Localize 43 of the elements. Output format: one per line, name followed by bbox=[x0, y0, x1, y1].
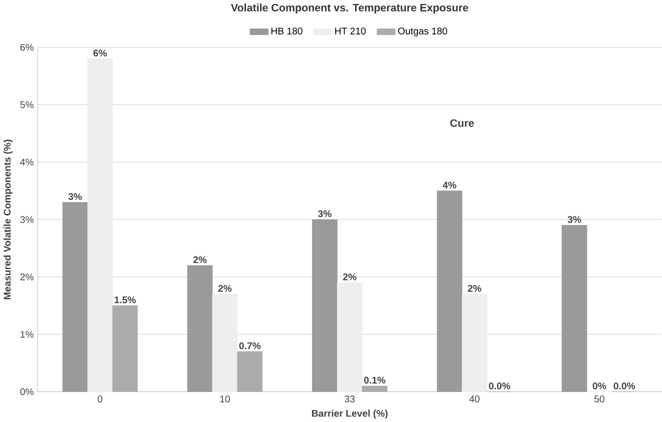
data-label: 2% bbox=[468, 284, 482, 292]
data-label: 0% bbox=[592, 382, 606, 390]
x-tick-label: 50 bbox=[594, 395, 604, 402]
data-label: 0.0% bbox=[614, 382, 636, 390]
x-tick-label: 40 bbox=[469, 395, 480, 402]
y-tick-label: 1% bbox=[20, 330, 34, 338]
legend-label: HT 210 bbox=[335, 27, 366, 34]
chart-title: Volatile Component vs. Temperature Exposure bbox=[230, 3, 468, 14]
y-tick-label: 5% bbox=[20, 101, 34, 108]
bar bbox=[436, 190, 462, 392]
data-label: 0.7% bbox=[239, 342, 261, 350]
bar bbox=[187, 265, 213, 392]
bar bbox=[62, 202, 88, 392]
y-tick-label: 4% bbox=[20, 158, 34, 166]
data-label: 3% bbox=[68, 192, 82, 200]
bar bbox=[87, 58, 113, 392]
data-label: 3% bbox=[318, 210, 332, 218]
data-label: 2% bbox=[343, 273, 356, 280]
data-label: 4% bbox=[442, 182, 456, 188]
data-label: 2% bbox=[218, 284, 232, 292]
bar bbox=[562, 224, 588, 392]
y-tick-label: 2% bbox=[20, 273, 34, 280]
bar bbox=[312, 219, 338, 392]
legend-label: Outgas 180 bbox=[398, 27, 448, 36]
legend-label: HB 180 bbox=[271, 27, 302, 34]
y-axis-title: Measured Volatile Components (%) bbox=[4, 140, 13, 300]
data-label: 0.1% bbox=[364, 376, 386, 384]
data-label: 0.0% bbox=[488, 382, 510, 390]
y-tick-label: 3% bbox=[20, 216, 34, 223]
x-tick-label: 10 bbox=[220, 395, 230, 402]
y-tick-label: 6% bbox=[20, 44, 34, 51]
bar bbox=[462, 294, 488, 392]
x-tick-label: 33 bbox=[344, 395, 355, 402]
annotation: Cure bbox=[450, 119, 474, 127]
data-label: 6% bbox=[93, 50, 107, 56]
data-label: 2% bbox=[193, 256, 207, 263]
bar bbox=[212, 294, 238, 392]
y-tick-label: 0% bbox=[20, 388, 34, 395]
x-axis-title: Barrier Level (%) bbox=[312, 410, 388, 419]
data-label: 3% bbox=[568, 216, 582, 223]
bar bbox=[337, 282, 362, 392]
data-label: 1.5% bbox=[114, 296, 136, 304]
x-tick-label: 0 bbox=[98, 395, 102, 402]
